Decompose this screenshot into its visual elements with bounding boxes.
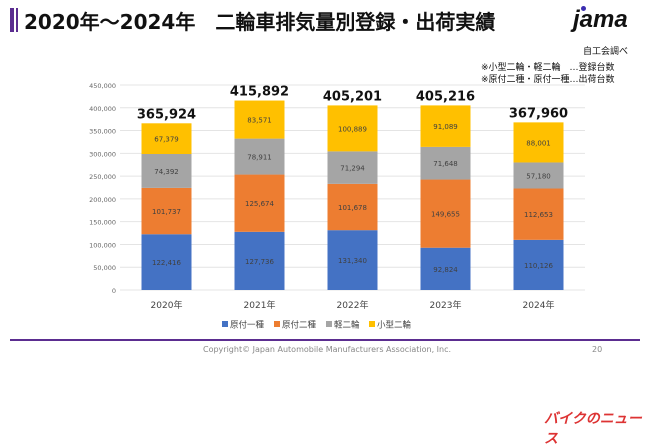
- stacked-bar-chart: 0 50,000 100,000 150,000 200,000 250,000 300,0…: [89, 82, 585, 331]
- data-label: 83,571: [247, 117, 272, 125]
- data-label: 88,001: [526, 139, 551, 147]
- x-tick-label: 2024年: [523, 299, 555, 311]
- title-accent: [16, 8, 18, 32]
- bar-segment: [513, 239, 564, 290]
- note: ※原付二種・原付一種…出荷台数: [481, 75, 615, 85]
- bar-segment: [141, 153, 192, 188]
- data-label: 67,379: [154, 136, 179, 144]
- jama-logo: jama: [573, 6, 628, 33]
- bar-segment: [327, 183, 378, 231]
- y-tick-label: 200,000: [89, 196, 116, 204]
- bar-segment: [141, 123, 192, 154]
- y-tick-label: 0: [112, 287, 116, 295]
- y-tick-label: 350,000: [89, 128, 116, 136]
- data-label: 74,392: [154, 168, 179, 176]
- data-label: 127,736: [245, 258, 274, 266]
- data-label: 71,648: [433, 160, 458, 168]
- bar-segment: [513, 122, 564, 163]
- y-tick-label: 150,000: [89, 219, 116, 227]
- total-label: 367,960: [509, 106, 568, 121]
- y-tick-label: 250,000: [89, 173, 116, 181]
- data-label: 57,180: [526, 172, 551, 180]
- x-tick-label: 2020年: [151, 299, 183, 311]
- data-label: 149,655: [431, 211, 460, 219]
- bar-segment: [420, 146, 471, 180]
- data-label: 92,824: [433, 266, 458, 274]
- y-tick-label: 50,000: [93, 264, 116, 272]
- x-tick-label: 2023年: [430, 299, 462, 311]
- total-label: 365,924: [137, 107, 196, 122]
- bar-segment: [141, 234, 192, 290]
- data-label: 131,340: [338, 257, 367, 265]
- data-label: 112,653: [524, 211, 553, 219]
- bar-segment: [420, 105, 471, 147]
- source-note: 自工会調べ: [582, 47, 628, 57]
- legend-swatch: [274, 321, 280, 327]
- data-label: 125,674: [245, 200, 274, 208]
- note: ※小型二輪・軽二輪 …登録台数: [481, 63, 615, 73]
- y-tick-label: 100,000: [89, 241, 116, 249]
- copyright: Copyright© Japan Automobile Manufacturer…: [203, 345, 452, 354]
- bar-segment: [513, 162, 564, 189]
- bar-segment: [234, 231, 285, 290]
- page-number: 20: [592, 345, 603, 354]
- page-title: 2020年～2024年 二輪車排気量別登録・出荷実績: [24, 10, 496, 34]
- total-label: 405,216: [416, 89, 475, 104]
- bar-segment: [327, 151, 378, 184]
- legend-swatch: [326, 321, 332, 327]
- legend-swatch: [222, 321, 228, 327]
- bar-segment: [141, 187, 192, 235]
- legend-label: 小型二輪: [377, 320, 412, 331]
- data-label: 110,126: [524, 262, 553, 270]
- data-label: 101,678: [338, 204, 367, 212]
- y-tick-label: 450,000: [89, 82, 116, 90]
- data-label: 78,911: [247, 154, 272, 162]
- divider: [10, 339, 640, 341]
- bar-segment: [327, 105, 378, 152]
- data-label: 122,416: [152, 259, 181, 267]
- x-tick-label: 2021年: [244, 299, 276, 311]
- bar-segment: [420, 247, 471, 290]
- data-label: 71,294: [340, 165, 365, 173]
- bar-segment: [513, 188, 564, 240]
- y-tick-label: 300,000: [89, 150, 116, 158]
- data-label: 91,089: [433, 123, 458, 131]
- data-label: 101,737: [152, 208, 181, 216]
- legend-swatch: [369, 321, 375, 327]
- legend-label: 原付二種: [282, 320, 317, 331]
- total-label: 405,201: [323, 89, 382, 104]
- bar-segment: [420, 179, 471, 248]
- watermark-logo: バイクのニュース: [544, 411, 642, 447]
- x-tick-label: 2022年: [337, 299, 369, 311]
- bar-segment: [234, 138, 285, 175]
- y-tick-label: 400,000: [89, 105, 116, 113]
- title-accent: [10, 8, 14, 32]
- legend-label: 原付一種: [230, 320, 265, 331]
- total-label: 415,892: [230, 85, 289, 100]
- legend-label: 軽二輪: [334, 320, 360, 331]
- bar-segment: [234, 100, 285, 139]
- bar-segment: [327, 230, 378, 290]
- data-label: 100,889: [338, 125, 367, 133]
- bar-segment: [234, 174, 285, 232]
